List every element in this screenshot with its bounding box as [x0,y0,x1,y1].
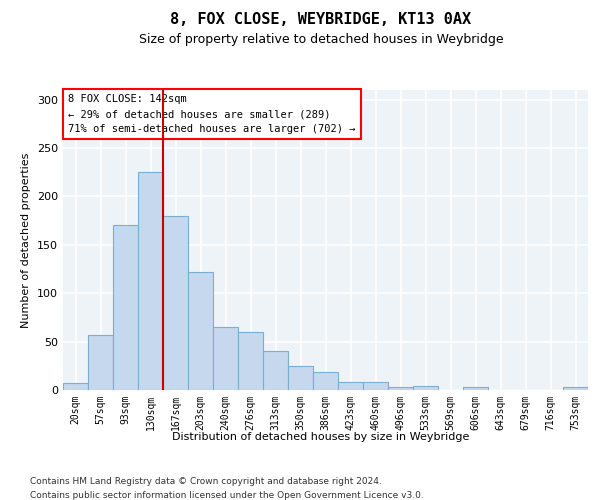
Bar [163,216,188,390]
Bar [288,366,313,390]
Bar [63,383,88,390]
Text: Contains public sector information licensed under the Open Government Licence v3: Contains public sector information licen… [30,491,424,500]
Y-axis label: Number of detached properties: Number of detached properties [22,152,31,328]
Bar [238,332,263,390]
Bar [563,387,588,390]
Bar [263,352,288,390]
Text: Size of property relative to detached houses in Weybridge: Size of property relative to detached ho… [139,32,503,46]
Text: 8, FOX CLOSE, WEYBRIDGE, KT13 0AX: 8, FOX CLOSE, WEYBRIDGE, KT13 0AX [170,12,472,28]
Text: Contains HM Land Registry data © Crown copyright and database right 2024.: Contains HM Land Registry data © Crown c… [30,478,382,486]
Text: 8 FOX CLOSE: 142sqm
← 29% of detached houses are smaller (289)
71% of semi-detac: 8 FOX CLOSE: 142sqm ← 29% of detached ho… [68,94,356,134]
Bar [88,335,113,390]
Bar [413,386,438,390]
Bar [313,372,338,390]
Bar [388,387,413,390]
Bar [138,172,163,390]
Bar [463,387,488,390]
Bar [113,226,138,390]
Bar [363,382,388,390]
Bar [188,272,213,390]
Text: Distribution of detached houses by size in Weybridge: Distribution of detached houses by size … [172,432,470,442]
Bar [338,382,363,390]
Bar [213,327,238,390]
